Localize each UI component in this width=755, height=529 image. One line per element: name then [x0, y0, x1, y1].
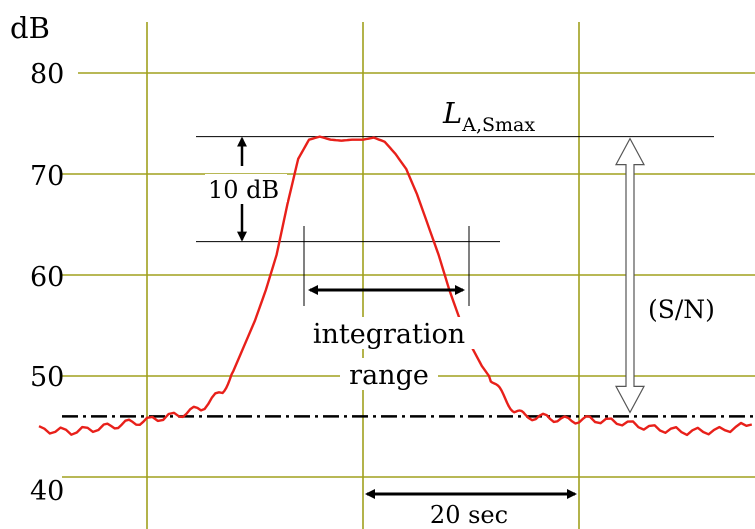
y-tick-label: 40 — [30, 476, 64, 507]
lmax-label-main: L — [442, 96, 462, 130]
grid-lines — [62, 22, 755, 529]
signal-to-noise-arrow — [614, 137, 646, 414]
y-axis-unit-label: dB — [10, 11, 50, 45]
annotation-layer — [205, 95, 732, 529]
lmax-label-backing — [438, 95, 563, 131]
reference-lines — [62, 136, 755, 418]
time-scale-label: 20 sec — [430, 501, 508, 529]
y-tick-label: 70 — [30, 161, 64, 192]
y-tick-label: 50 — [30, 362, 64, 393]
series-layer — [38, 135, 753, 437]
y-tick-label: 80 — [30, 59, 64, 90]
sn-label: (S/N) — [648, 295, 715, 324]
delta-label-backing — [205, 174, 287, 202]
integration-range-label-line1: integration — [313, 319, 465, 350]
sn-label-backing — [644, 294, 732, 324]
y-tick-label: 60 — [30, 262, 64, 293]
label-mask — [62, 60, 78, 90]
integration-range-label-line2: range — [349, 360, 429, 391]
signal-level-line — [38, 135, 753, 437]
integration-label-backing — [303, 317, 475, 349]
integration-label-backing — [340, 358, 438, 390]
lmax-label: LA,Smax — [442, 96, 535, 136]
delta-10db-label: 10 dB — [208, 176, 279, 204]
time-label-backing — [420, 500, 520, 529]
lmax-label-subscript: A,Smax — [461, 114, 535, 136]
